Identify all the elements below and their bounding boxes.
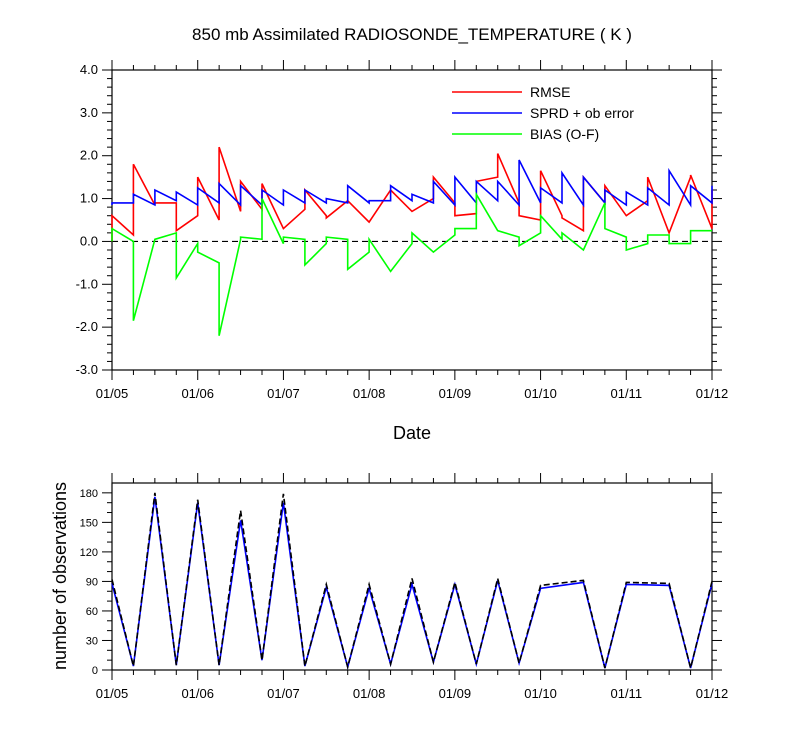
y-tick-label: 30	[86, 635, 98, 647]
x-tick-label: 01/12	[696, 386, 729, 401]
y-tick-label: 90	[86, 576, 98, 588]
y-tick-label: -2.0	[76, 319, 98, 334]
x-tick-label: 01/10	[524, 686, 557, 701]
y-tick-label: 2.0	[80, 148, 98, 163]
legend-label: BIAS (O-F)	[530, 126, 599, 142]
x-tick-label: 01/08	[353, 386, 386, 401]
x-tick-label: 01/05	[96, 386, 129, 401]
y-tick-label: 3.0	[80, 105, 98, 120]
legend: RMSE SPRD + ob error BIAS (O-F)	[452, 84, 634, 142]
series-dashed	[111, 492, 713, 671]
x-tick-label: 01/09	[439, 386, 472, 401]
series-bias-o-f	[111, 191, 712, 336]
series-sprd-ob-error	[111, 159, 713, 208]
x-tick-label: 01/08	[353, 686, 386, 701]
top-plot: 01/05 01/06 01/07 01/08 01/09 01/10 01/11 01/12…	[76, 60, 729, 401]
x-tick-label: 01/06	[181, 386, 214, 401]
x-tick-label: 01/11	[610, 386, 642, 401]
x-tick-label: 01/07	[267, 386, 300, 401]
y-tick-label: 4.0	[80, 62, 98, 77]
y-tick-label: 1.0	[80, 191, 98, 206]
series-solid	[111, 496, 713, 671]
y-tick-label: -3.0	[76, 362, 98, 377]
y-tick-label: -1.0	[76, 276, 98, 291]
y-tick-label: 180	[80, 488, 98, 500]
chart-title: 850 mb Assimilated RADIOSONDE_TEMPERATUR…	[192, 25, 632, 44]
bottom-plot: 01/05 01/06 01/07 01/08 01/09 01/10 01/11 01/12…	[80, 473, 729, 701]
plot-frame	[111, 482, 713, 671]
y-tick-label: 120	[80, 547, 98, 559]
x-tick-label: 01/09	[439, 686, 472, 701]
y-tick-label: 60	[86, 606, 98, 618]
x-tick-label: 01/06	[181, 686, 214, 701]
y-tick-label: 0	[92, 665, 98, 677]
top-x-axis-label: Date	[393, 423, 431, 443]
bottom-y-axis-label: number of observations	[50, 482, 70, 670]
x-tick-label: 01/05	[96, 686, 129, 701]
x-tick-label: 01/12	[696, 686, 729, 701]
x-tick-label: 01/10	[524, 386, 557, 401]
legend-label: RMSE	[530, 84, 570, 100]
y-tick-label: 0.0	[80, 233, 98, 248]
x-tick-label: 01/07	[267, 686, 300, 701]
y-tick-label: 150	[80, 517, 98, 529]
x-tick-label: 01/11	[610, 686, 642, 701]
legend-label: SPRD + ob error	[530, 105, 634, 121]
